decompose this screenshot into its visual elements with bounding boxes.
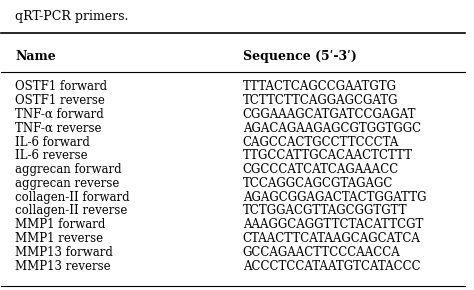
Text: CTAACTTCATAAGCAGCATCA: CTAACTTCATAAGCAGCATCA <box>243 232 420 245</box>
Text: MMP1 forward: MMP1 forward <box>15 218 106 231</box>
Text: OSTF1 reverse: OSTF1 reverse <box>15 94 105 107</box>
Text: aggrecan reverse: aggrecan reverse <box>15 177 120 190</box>
Text: TNF-α reverse: TNF-α reverse <box>15 122 102 135</box>
Text: TNF-α forward: TNF-α forward <box>15 108 104 121</box>
Text: AGAGCGGAGACTACTGGATTG: AGAGCGGAGACTACTGGATTG <box>243 191 426 204</box>
Text: MMP13 forward: MMP13 forward <box>15 246 113 259</box>
Text: IL-6 forward: IL-6 forward <box>15 135 90 148</box>
Text: TTTACTCAGCCGAATGTG: TTTACTCAGCCGAATGTG <box>243 80 397 93</box>
Text: IL-6 reverse: IL-6 reverse <box>15 149 88 162</box>
Text: GCCAGAACTTCCCAACCA: GCCAGAACTTCCCAACCA <box>243 246 401 259</box>
Text: Name: Name <box>15 50 56 63</box>
Text: CAGCCACTGCCTTCCCTA: CAGCCACTGCCTTCCCTA <box>243 135 399 148</box>
Text: MMP13 reverse: MMP13 reverse <box>15 260 111 273</box>
Text: TCTGGACGTTAGCGGTGTT: TCTGGACGTTAGCGGTGTT <box>243 204 407 218</box>
Text: qRT-PCR primers.: qRT-PCR primers. <box>15 10 128 23</box>
Text: AAAGGCAGGTTCTACATTCGT: AAAGGCAGGTTCTACATTCGT <box>243 218 423 231</box>
Text: MMP1 reverse: MMP1 reverse <box>15 232 103 245</box>
Text: TCCAGGCAGCGTAGAGC: TCCAGGCAGCGTAGAGC <box>243 177 393 190</box>
Text: CGGAAAGCATGATCCGAGAT: CGGAAAGCATGATCCGAGAT <box>243 108 416 121</box>
Text: TCTTCTTCAGGAGCGATG: TCTTCTTCAGGAGCGATG <box>243 94 398 107</box>
Text: Sequence (5ʹ-3ʹ): Sequence (5ʹ-3ʹ) <box>243 50 356 63</box>
Text: collagen-II forward: collagen-II forward <box>15 191 130 204</box>
Text: OSTF1 forward: OSTF1 forward <box>15 80 108 93</box>
Text: collagen-II reverse: collagen-II reverse <box>15 204 128 218</box>
Text: TTGCCATTGCACAACTCTTT: TTGCCATTGCACAACTCTTT <box>243 149 413 162</box>
Text: ACCCTCCATAATGTCATACCC: ACCCTCCATAATGTCATACCC <box>243 260 420 273</box>
Text: CGCCCATCATCAGAAACC: CGCCCATCATCAGAAACC <box>243 163 399 176</box>
Text: AGACAGAAGAGCGTGGTGGC: AGACAGAAGAGCGTGGTGGC <box>243 122 421 135</box>
Text: aggrecan forward: aggrecan forward <box>15 163 122 176</box>
